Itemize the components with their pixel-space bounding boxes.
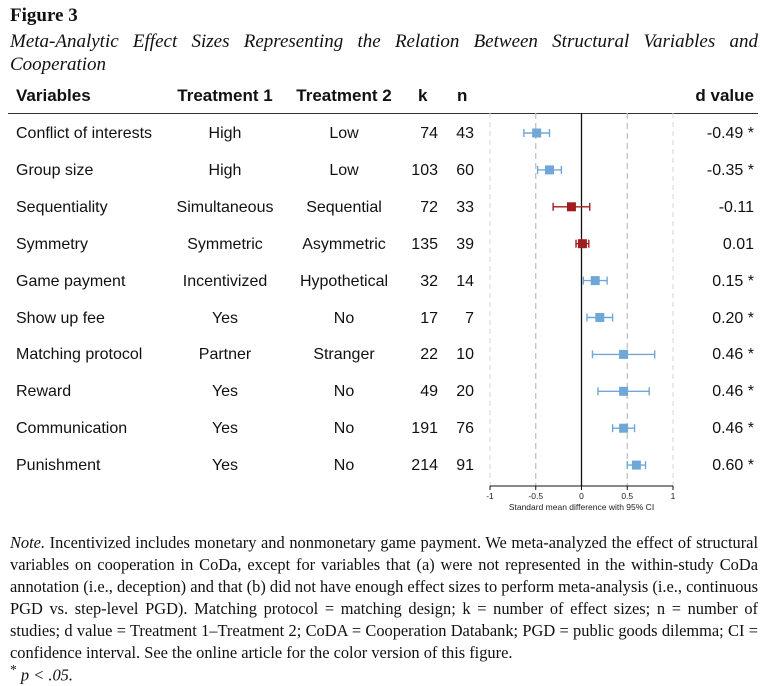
row-treatment-2: No xyxy=(333,420,355,438)
row-variable: Matching protocol xyxy=(16,346,143,364)
row-variable: Symmetry xyxy=(16,235,88,253)
significance-note: * p < .05. xyxy=(10,659,73,686)
figure-label: Figure 3 xyxy=(10,5,78,26)
row-variable: Show up fee xyxy=(16,309,105,327)
row-variable: Game payment xyxy=(16,272,126,290)
header-treatment-1: Treatment 1 xyxy=(177,86,273,105)
row-d-value: 0.20 * xyxy=(712,309,754,327)
figure-title-continued: Cooperation xyxy=(10,54,107,75)
figure-title: Meta-Analytic Effect Sizes Representing … xyxy=(10,31,758,52)
row-d-value: 0.01 xyxy=(722,235,754,253)
row-n: 20 xyxy=(456,383,474,401)
note-text: Incentivized includes monetary and nonmo… xyxy=(10,533,758,662)
x-tick-label: 0.5 xyxy=(621,491,633,501)
row-treatment-2: Stranger xyxy=(313,346,375,364)
header-k: k xyxy=(418,86,428,105)
effect-point xyxy=(544,165,554,175)
row-variable: Communication xyxy=(16,420,128,438)
figure-note: Note. Incentivized includes monetary and… xyxy=(10,532,758,664)
row-variable: Conflict of interests xyxy=(16,125,153,142)
row-k: 17 xyxy=(420,309,438,327)
x-tick-label: -1 xyxy=(486,491,494,501)
effect-point xyxy=(577,239,587,249)
effect-point xyxy=(619,386,629,396)
row-n: 14 xyxy=(456,272,474,290)
row-treatment-2: No xyxy=(333,383,355,401)
header-variables: Variables xyxy=(16,86,91,105)
row-k: 72 xyxy=(420,198,438,216)
x-axis-label: Standard mean difference with 95% CI xyxy=(509,502,654,512)
row-treatment-2: No xyxy=(333,309,355,327)
row-d-value: -0.11 xyxy=(718,198,754,216)
row-treatment-2: Asymmetric xyxy=(302,235,386,253)
row-k: 191 xyxy=(411,420,438,438)
significance-star: * xyxy=(10,662,17,677)
row-variable: Punishment xyxy=(16,457,101,475)
header-d-value: d value xyxy=(695,86,754,105)
header-n: n xyxy=(457,86,468,105)
row-variable: Reward xyxy=(16,383,72,401)
row-treatment-2: Low xyxy=(329,161,359,179)
row-n: 10 xyxy=(456,346,474,364)
row-k: 74 xyxy=(420,125,438,142)
row-k: 103 xyxy=(411,161,438,179)
forest-plot: -1 -0.5 0 0.5 1 Standard mean difference with… xyxy=(486,113,676,512)
row-treatment-1: Incentivized xyxy=(182,272,268,290)
row-k: 22 xyxy=(420,346,438,364)
row-d-value: 0.46 * xyxy=(712,383,754,401)
x-tick-label: 0 xyxy=(579,491,584,501)
row-treatment-1: High xyxy=(208,125,242,142)
row-n: 7 xyxy=(465,309,474,327)
row-treatment-1: Symmetric xyxy=(187,235,263,253)
significance-text: p < .05. xyxy=(16,665,73,685)
row-k: 32 xyxy=(420,272,438,290)
row-treatment-2: Hypothetical xyxy=(299,272,389,290)
effect-point xyxy=(532,128,542,138)
row-n: 39 xyxy=(456,235,474,253)
row-d-value: -0.49 * xyxy=(706,125,754,142)
row-treatment-2: Sequential xyxy=(306,198,382,216)
row-k: 214 xyxy=(411,457,438,475)
x-tick-label: 1 xyxy=(671,491,676,501)
note-label: Note. xyxy=(10,533,46,552)
row-treatment-2: No xyxy=(333,457,355,475)
row-d-value: 0.15 * xyxy=(712,272,754,290)
row-k: 49 xyxy=(420,383,438,401)
header-treatment-2: Treatment 2 xyxy=(296,86,392,105)
row-k: 135 xyxy=(411,235,438,253)
row-treatment-1: Yes xyxy=(211,457,239,475)
effect-point xyxy=(590,276,600,286)
row-d-value: -0.35 * xyxy=(706,161,754,179)
effect-point xyxy=(566,202,576,212)
effect-point xyxy=(619,349,629,359)
effect-point xyxy=(631,460,641,470)
x-tick-label: -0.5 xyxy=(528,491,543,501)
row-treatment-1: Yes xyxy=(211,420,239,438)
row-n: 76 xyxy=(456,420,474,438)
row-d-value: 0.46 * xyxy=(712,346,754,364)
row-n: 60 xyxy=(456,161,474,179)
row-treatment-1: Partner xyxy=(198,346,252,364)
row-treatment-1: High xyxy=(208,161,242,179)
row-d-value: 0.46 * xyxy=(712,420,754,438)
row-d-value: 0.60 * xyxy=(712,457,754,475)
row-n: 91 xyxy=(456,457,474,475)
row-variable: Group size xyxy=(16,161,94,179)
header-rule xyxy=(8,113,758,114)
row-variable: Sequentiality xyxy=(16,198,108,216)
row-treatment-2: Low xyxy=(329,125,359,142)
row-treatment-1: Yes xyxy=(211,383,239,401)
row-n: 43 xyxy=(456,125,474,142)
row-treatment-1: Yes xyxy=(211,309,239,327)
row-n: 33 xyxy=(456,198,474,216)
row-treatment-1: Simultaneous xyxy=(176,198,274,216)
effect-point xyxy=(595,313,605,322)
effect-point xyxy=(619,423,629,433)
